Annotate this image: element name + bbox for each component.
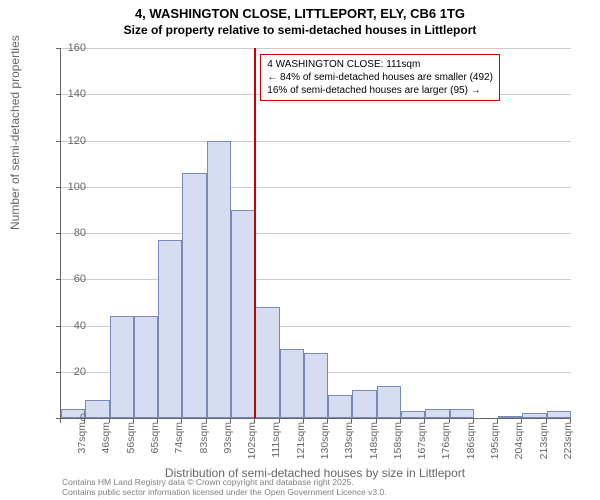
x-tick-label: 167sqm — [416, 422, 428, 470]
histogram-bar — [328, 395, 352, 418]
x-tick-label: 195sqm — [489, 422, 501, 470]
x-tick-mark — [327, 418, 328, 423]
x-tick-label: 46sqm — [100, 422, 112, 470]
x-tick-label: 130sqm — [319, 422, 331, 470]
y-tick-label: 100 — [46, 181, 86, 193]
histogram-bar — [450, 409, 474, 418]
histogram-bar — [110, 316, 134, 418]
x-tick-mark — [449, 418, 450, 423]
x-tick-label: 111sqm — [270, 422, 282, 470]
histogram-bar — [522, 413, 546, 418]
annotation-line-1: 4 WASHINGTON CLOSE: 111sqm — [267, 58, 493, 71]
histogram-bar — [182, 173, 206, 418]
attribution-line-2: Contains public sector information licen… — [62, 488, 387, 498]
x-tick-label: 213sqm — [538, 422, 550, 470]
histogram-bar — [377, 386, 401, 418]
histogram-bar — [134, 316, 158, 418]
x-tick-label: 83sqm — [198, 422, 210, 470]
x-tick-mark — [424, 418, 425, 423]
x-tick-mark — [400, 418, 401, 423]
x-tick-mark — [181, 418, 182, 423]
histogram-bar — [158, 240, 182, 418]
x-tick-label: 65sqm — [149, 422, 161, 470]
x-tick-label: 176sqm — [440, 422, 452, 470]
histogram-bar — [401, 411, 425, 418]
x-tick-mark — [279, 418, 280, 423]
gridline — [61, 233, 571, 234]
x-tick-label: 102sqm — [246, 422, 258, 470]
x-tick-mark — [351, 418, 352, 423]
gridline — [61, 141, 571, 142]
x-tick-label: 37sqm — [76, 422, 88, 470]
histogram-bar — [304, 353, 328, 418]
x-tick-mark — [84, 418, 85, 423]
x-tick-label: 148sqm — [368, 422, 380, 470]
histogram-bar — [255, 307, 279, 418]
chart-title: 4, WASHINGTON CLOSE, LITTLEPORT, ELY, CB… — [0, 0, 600, 21]
histogram-bar — [352, 390, 376, 418]
x-tick-mark — [376, 418, 377, 423]
x-tick-label: 223sqm — [562, 422, 574, 470]
x-tick-label: 139sqm — [343, 422, 355, 470]
x-tick-label: 56sqm — [125, 422, 137, 470]
annotation-box: 4 WASHINGTON CLOSE: 111sqm ← 84% of semi… — [260, 54, 500, 101]
chart-subtitle: Size of property relative to semi-detach… — [0, 21, 600, 37]
gridline — [61, 187, 571, 188]
y-tick-label: 20 — [46, 366, 86, 378]
annotation-line-2: ← 84% of semi-detached houses are smalle… — [267, 71, 493, 84]
annotation-line-3: 16% of semi-detached houses are larger (… — [267, 84, 493, 97]
x-tick-label: 121sqm — [295, 422, 307, 470]
reference-line — [254, 48, 256, 418]
x-tick-mark — [230, 418, 231, 423]
histogram-bar — [280, 349, 304, 418]
y-tick-label: 140 — [46, 88, 86, 100]
x-tick-mark — [254, 418, 255, 423]
x-tick-mark — [303, 418, 304, 423]
gridline — [61, 48, 571, 49]
x-tick-label: 158sqm — [392, 422, 404, 470]
y-axis-label: Number of semi-detached properties — [8, 35, 22, 230]
x-tick-mark — [157, 418, 158, 423]
attribution: Contains HM Land Registry data © Crown c… — [62, 478, 387, 498]
x-tick-mark — [546, 418, 547, 423]
y-tick-label: 60 — [46, 273, 86, 285]
histogram-chart: 4, WASHINGTON CLOSE, LITTLEPORT, ELY, CB… — [0, 0, 600, 500]
y-tick-label: 120 — [46, 135, 86, 147]
x-tick-label: 74sqm — [173, 422, 185, 470]
y-tick-label: 80 — [46, 227, 86, 239]
x-tick-label: 186sqm — [465, 422, 477, 470]
x-tick-label: 93sqm — [222, 422, 234, 470]
x-tick-mark — [473, 418, 474, 423]
x-tick-mark — [521, 418, 522, 423]
y-tick-label: 160 — [46, 42, 86, 54]
x-tick-label: 204sqm — [513, 422, 525, 470]
x-tick-mark — [133, 418, 134, 423]
histogram-bar — [207, 141, 231, 419]
gridline — [61, 279, 571, 280]
histogram-bar — [547, 411, 571, 418]
histogram-bar — [425, 409, 449, 418]
x-tick-mark — [109, 418, 110, 423]
x-tick-mark — [497, 418, 498, 423]
histogram-bar — [85, 400, 109, 419]
histogram-bar — [498, 416, 522, 418]
x-tick-mark — [60, 418, 61, 423]
x-tick-mark — [206, 418, 207, 423]
plot-area — [60, 48, 571, 419]
y-tick-label: 40 — [46, 320, 86, 332]
histogram-bar — [231, 210, 255, 418]
x-tick-mark — [570, 418, 571, 423]
